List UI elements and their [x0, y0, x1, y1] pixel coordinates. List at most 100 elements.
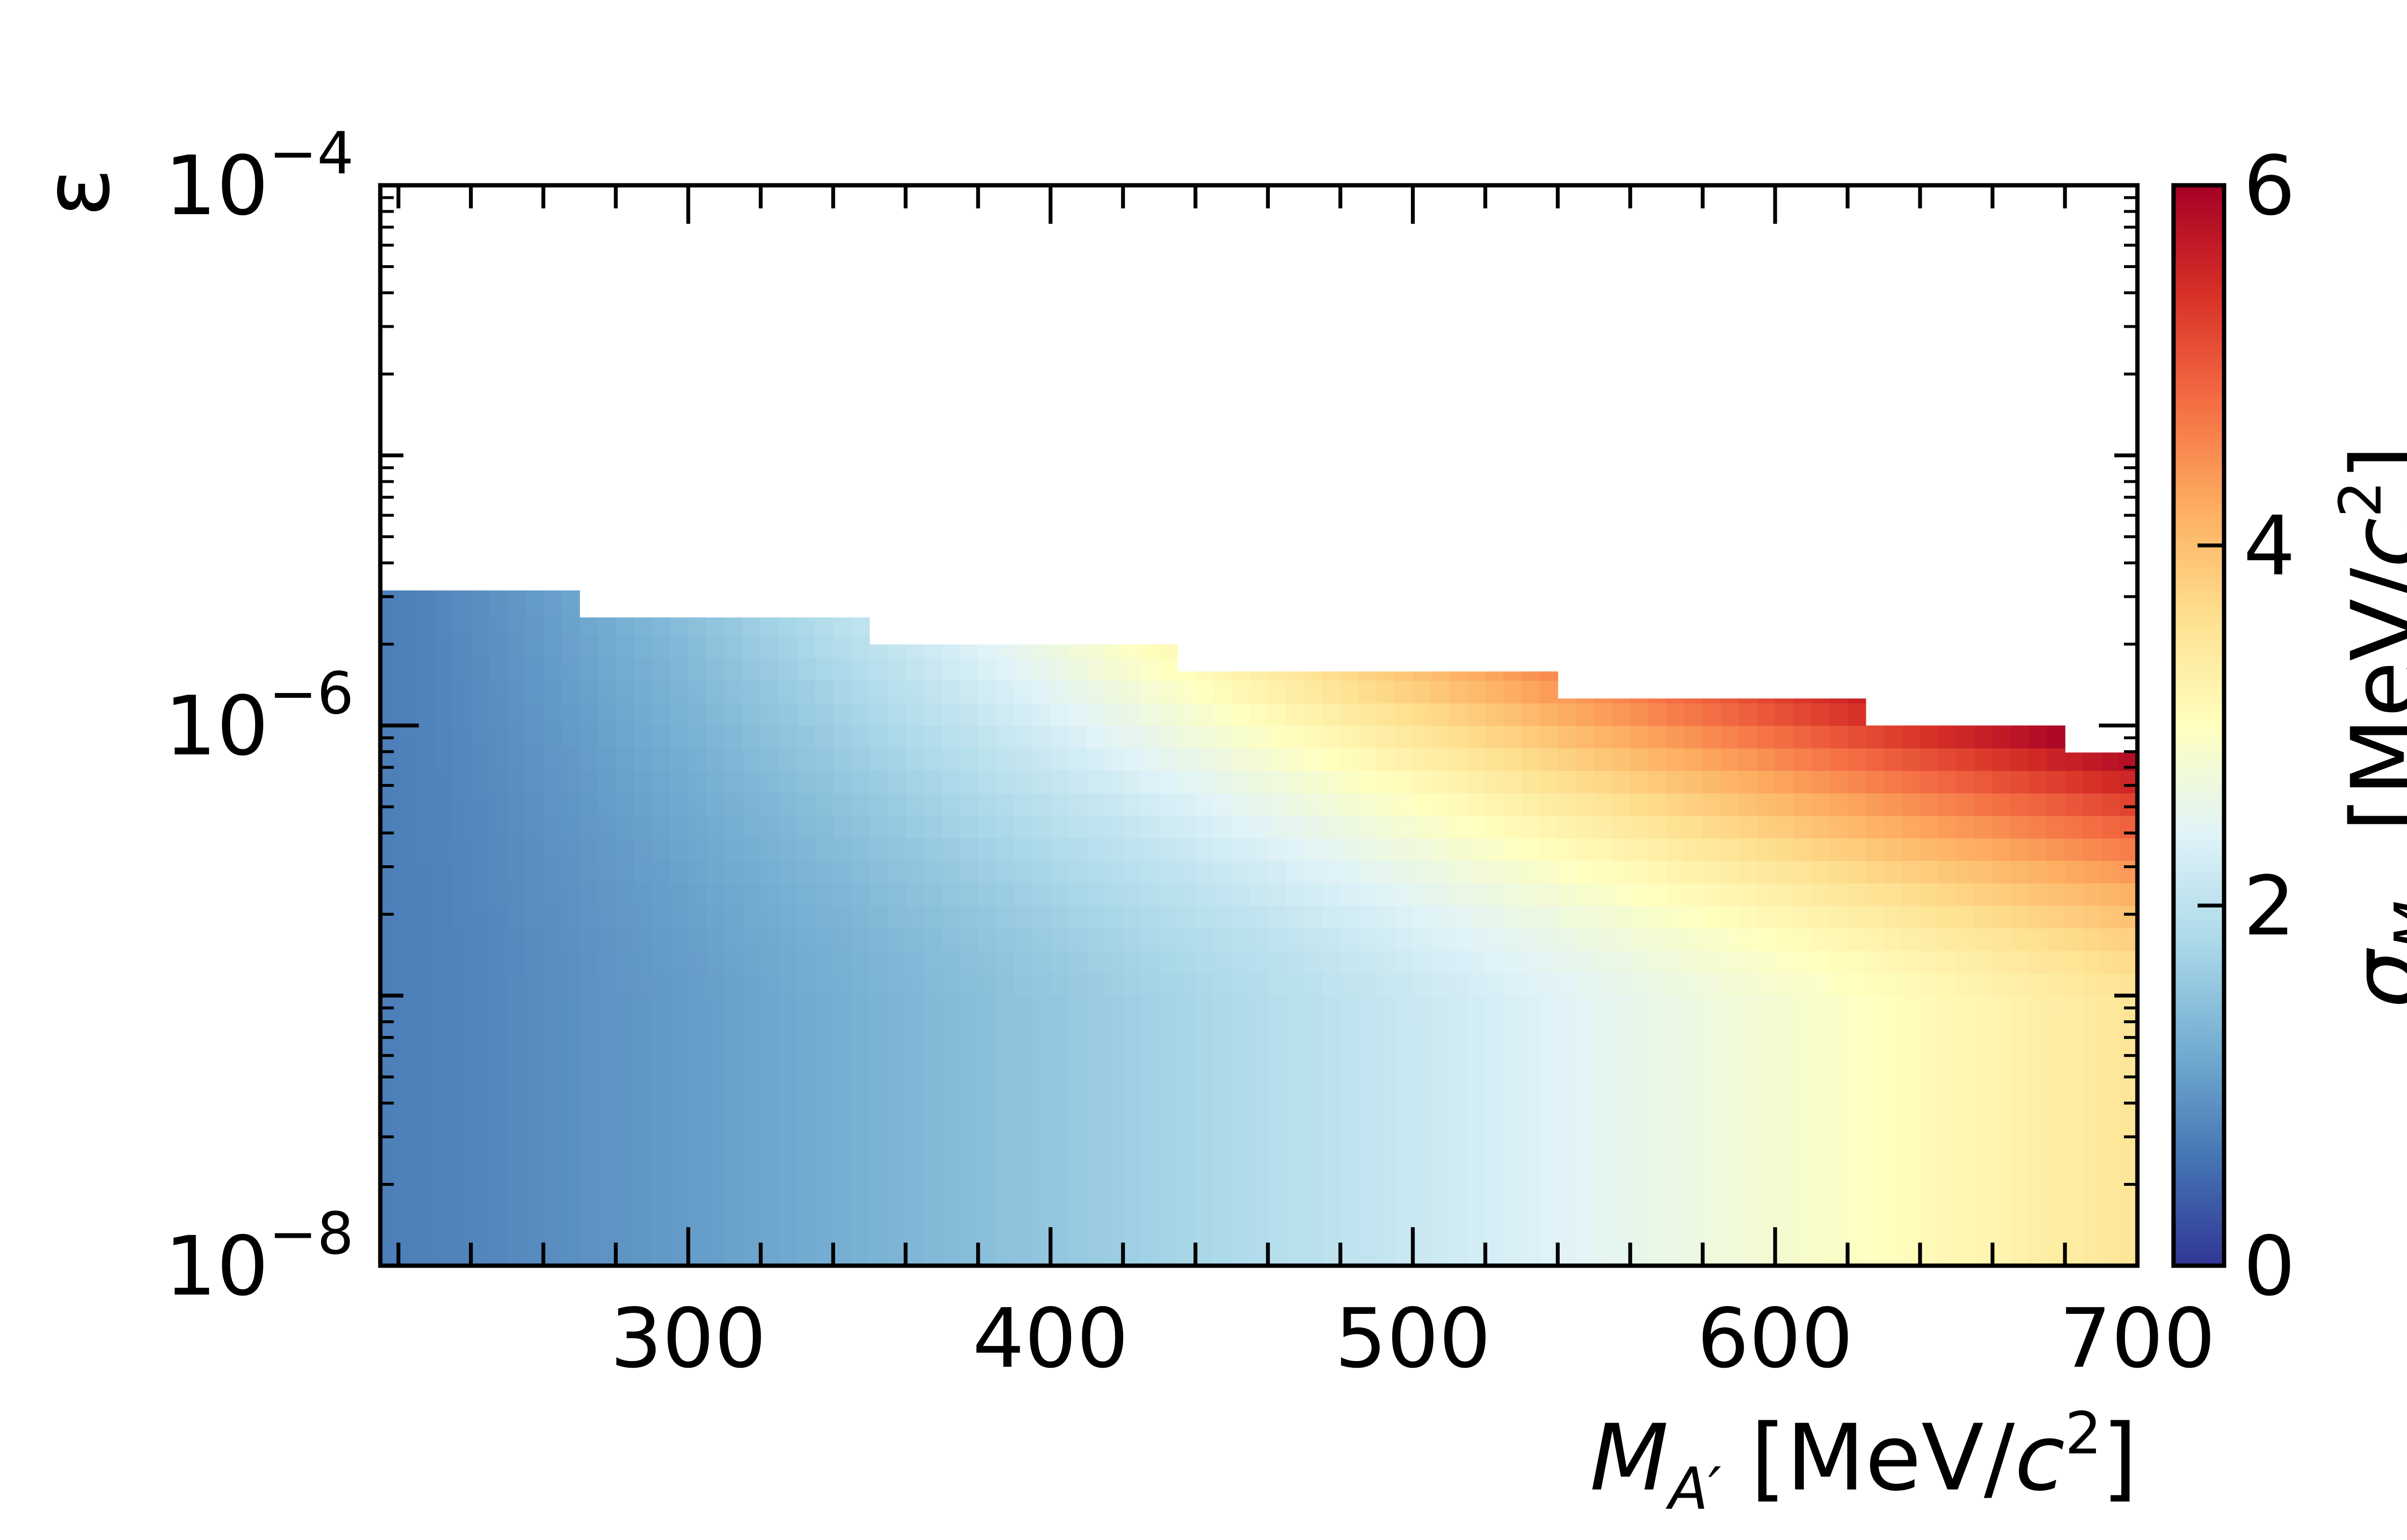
- heatmap-cell: [1829, 770, 1848, 794]
- heatmap-cell: [1412, 1220, 1432, 1244]
- heatmap-cell: [815, 703, 834, 726]
- heatmap-cell: [1250, 1198, 1268, 1221]
- heatmap-cell: [1412, 815, 1432, 839]
- heatmap-cell: [1612, 860, 1631, 884]
- heatmap-cell: [471, 1198, 490, 1221]
- heatmap-cell: [597, 950, 616, 974]
- heatmap-cell: [1865, 860, 1884, 884]
- heatmap-cell: [1213, 1085, 1232, 1109]
- heatmap-cell: [1594, 995, 1613, 1019]
- heatmap-cell: [634, 860, 653, 884]
- heatmap-cell: [797, 1040, 815, 1064]
- heatmap-cell: [1503, 1018, 1522, 1041]
- heatmap-cell: [1014, 658, 1033, 681]
- heatmap-cell: [1195, 883, 1214, 906]
- heatmap-cells: [380, 590, 2138, 1266]
- heatmap-cell: [887, 905, 906, 929]
- colorbar-label-c: c: [2332, 517, 2407, 567]
- heatmap-cell: [1032, 658, 1051, 681]
- heatmap-cell: [1449, 973, 1468, 996]
- heatmap-cell: [2010, 995, 2030, 1019]
- heatmap-cell: [1087, 1220, 1105, 1244]
- heatmap-cell: [1105, 928, 1124, 951]
- heatmap-cell: [1974, 793, 1993, 816]
- heatmap-cell: [906, 860, 924, 884]
- heatmap-cell: [453, 1243, 471, 1266]
- heatmap-cell: [453, 703, 471, 726]
- heatmap-cell: [1920, 1153, 1939, 1176]
- heatmap-cell: [1014, 928, 1033, 951]
- heatmap-cell: [1557, 770, 1577, 794]
- heatmap-cell: [688, 680, 707, 704]
- heatmap-cell: [1829, 1040, 1848, 1064]
- heatmap-cell: [1612, 1085, 1631, 1109]
- heatmap-cell: [1141, 905, 1160, 929]
- heatmap-cell: [634, 950, 653, 974]
- heatmap-cell: [1195, 725, 1214, 749]
- heatmap-cell: [1666, 1040, 1685, 1064]
- heatmap-cell: [1521, 793, 1540, 816]
- heatmap-cell: [960, 1198, 979, 1221]
- heatmap-cell: [1412, 905, 1432, 929]
- heatmap-cell: [1557, 973, 1577, 996]
- heatmap-cell: [453, 995, 471, 1019]
- heatmap-cell: [1304, 973, 1323, 996]
- heatmap-cell: [1829, 793, 1848, 816]
- heatmap-cell: [1576, 1040, 1594, 1064]
- heatmap-cell: [579, 1108, 598, 1131]
- heatmap-cell: [833, 1220, 852, 1244]
- heatmap-cell: [996, 815, 1015, 839]
- heatmap-cell: [1612, 1063, 1631, 1086]
- heatmap-cell: [1358, 748, 1377, 771]
- heatmap-cell: [706, 1063, 725, 1086]
- heatmap-cell: [887, 1243, 906, 1266]
- heatmap-cell: [761, 635, 779, 658]
- heatmap-cell: [1467, 995, 1486, 1019]
- heatmap-cell: [1068, 928, 1087, 951]
- heatmap-cell: [1666, 725, 1685, 749]
- x-axis-title-exponent: 2: [2065, 1400, 2102, 1467]
- heatmap-cell: [1431, 1153, 1449, 1176]
- heatmap-cell: [1141, 883, 1160, 906]
- heatmap-cell: [2083, 1243, 2102, 1266]
- heatmap-cell: [453, 928, 471, 951]
- heatmap-cell: [742, 1153, 762, 1176]
- heatmap-cell: [380, 838, 399, 861]
- heatmap-cell: [724, 838, 743, 861]
- heatmap-cell: [1449, 703, 1468, 726]
- heatmap-cell: [1286, 838, 1305, 861]
- heatmap-cell: [1974, 1243, 1993, 1266]
- heatmap-cell: [1865, 1198, 1884, 1221]
- heatmap-cell: [1612, 995, 1631, 1019]
- heatmap-cell: [1177, 1153, 1196, 1176]
- heatmap-cell: [1068, 703, 1087, 726]
- heatmap-cell: [1087, 703, 1105, 726]
- heatmap-cell: [1322, 973, 1341, 996]
- heatmap-cell: [1757, 698, 1776, 704]
- heatmap-cell: [1630, 1243, 1649, 1266]
- heatmap-cell: [1884, 1243, 1902, 1266]
- heatmap-cell: [1087, 883, 1105, 906]
- heatmap-cell: [1648, 793, 1667, 816]
- heatmap-cell: [1304, 905, 1323, 929]
- heatmap-cell: [688, 1243, 707, 1266]
- heatmap-cell: [1467, 1153, 1486, 1176]
- heatmap-cell: [1521, 1220, 1540, 1244]
- heatmap-cell: [1231, 725, 1250, 749]
- heatmap-cell: [960, 1220, 979, 1244]
- heatmap-cell: [1195, 905, 1214, 929]
- heatmap-cell: [1847, 748, 1866, 771]
- heatmap-cell: [561, 725, 580, 749]
- heatmap-cell: [869, 1175, 888, 1199]
- heatmap-cell: [978, 1198, 997, 1221]
- heatmap-cell: [579, 950, 598, 974]
- heatmap-cell: [906, 1130, 924, 1154]
- heatmap-cell: [1811, 1063, 1830, 1086]
- heatmap-cell: [2029, 793, 2047, 816]
- heatmap-cell: [2083, 905, 2102, 929]
- heatmap-cell: [1485, 1018, 1504, 1041]
- heatmap-cell: [797, 725, 815, 749]
- heatmap-cell: [489, 748, 508, 771]
- heatmap-cell: [1829, 1108, 1848, 1131]
- heatmap-cell: [1412, 1085, 1432, 1109]
